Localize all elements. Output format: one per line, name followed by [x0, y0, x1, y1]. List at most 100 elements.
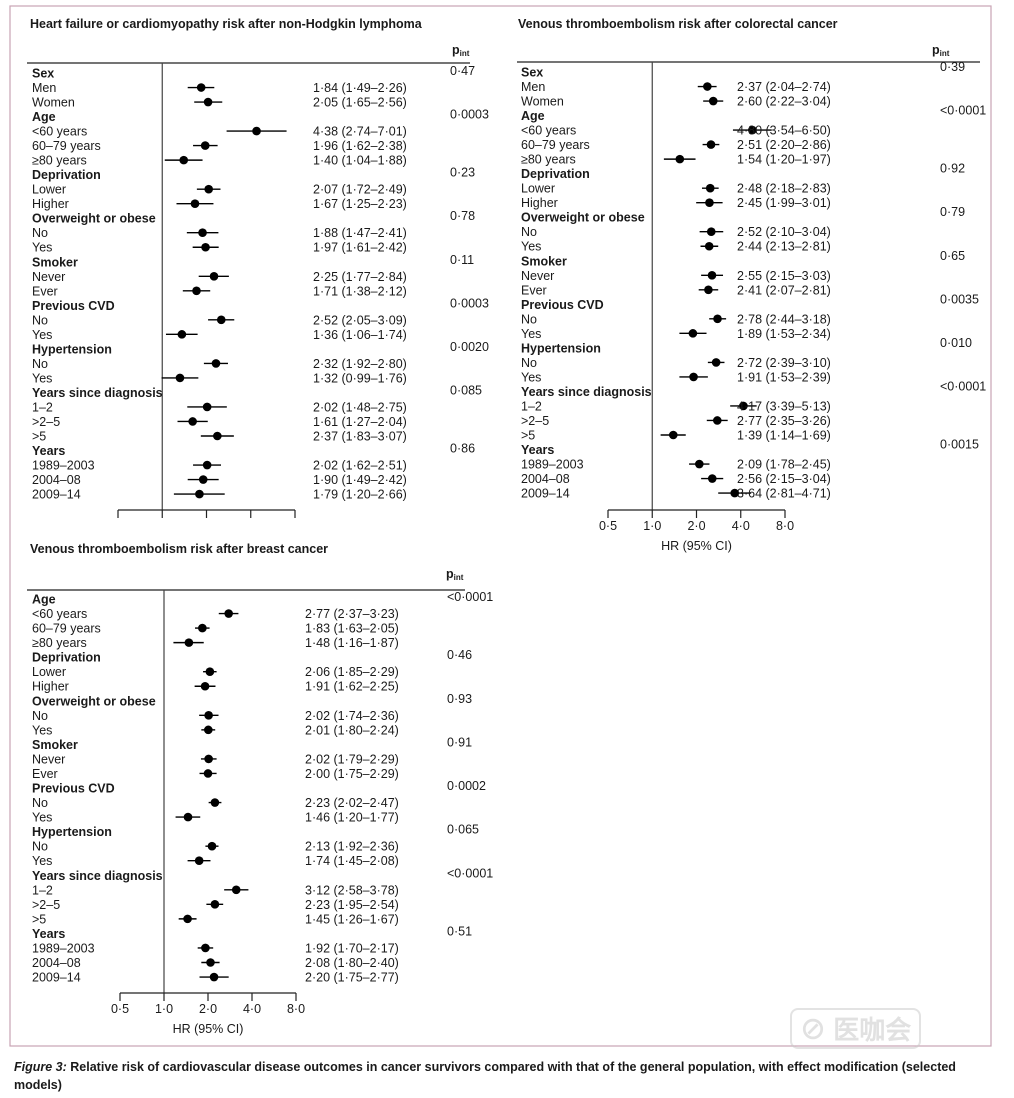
row-label: <60 years — [32, 125, 87, 139]
hr-point — [201, 242, 210, 252]
p-interaction-value: 0·23 — [450, 166, 475, 180]
p-interaction-value: 0·010 — [940, 336, 972, 350]
hr-ci-text: 4·80 (3·54–6·50) — [737, 124, 831, 138]
hr-ci-text: 2·02 (1·74–2·36) — [305, 709, 399, 723]
hr-ci-text: 1·36 (1·06–1·74) — [313, 328, 407, 342]
row-label: No — [32, 313, 48, 327]
hr-point — [201, 943, 210, 953]
hr-point — [224, 609, 233, 618]
hr-point — [668, 430, 678, 440]
hr-ci-text: 2·25 (1·77–2·84) — [313, 270, 407, 284]
row-label: Yes — [32, 241, 52, 255]
x-tick-label: 4·0 — [243, 1002, 261, 1016]
hr-ci-text: 4·38 (2·74–7·01) — [313, 125, 407, 139]
group-header: Smoker — [521, 254, 567, 268]
hr-ci-text: 1·40 (1·04–1·88) — [313, 154, 407, 168]
hr-point — [175, 373, 185, 383]
hr-point — [675, 154, 685, 164]
panel-title: Venous thromboembolism risk after breast… — [30, 542, 328, 556]
hr-ci-text: 1·54 (1·20–1·97) — [737, 153, 831, 167]
hr-point — [188, 417, 197, 426]
hr-ci-text: 2·51 (2·20–2·86) — [737, 138, 831, 152]
row-label: 1–2 — [32, 400, 53, 414]
hr-point — [705, 183, 715, 193]
p-interaction-header: pint — [932, 43, 950, 58]
hr-point — [192, 286, 201, 296]
hr-point — [202, 402, 212, 412]
group-header: Years — [32, 444, 65, 458]
hr-point — [198, 475, 208, 484]
row-label: 1–2 — [32, 883, 53, 897]
hr-point — [204, 711, 213, 720]
hr-point — [707, 474, 717, 483]
hr-point — [200, 681, 210, 691]
x-tick-label: 2·0 — [687, 519, 705, 533]
hr-ci-text: 2·45 (1·99–3·01) — [737, 196, 831, 210]
row-label: >5 — [32, 430, 46, 444]
hr-point — [688, 329, 698, 338]
row-label: Women — [521, 95, 564, 109]
hr-ci-text: 1·45 (1·26–1·67) — [305, 912, 399, 926]
group-header: Previous CVD — [32, 782, 115, 796]
p-interaction-value: 0·0002 — [447, 779, 486, 793]
panel-title: Venous thromboembolism risk after colore… — [518, 17, 838, 31]
hr-ci-text: 2·02 (1·79–2·29) — [305, 752, 399, 766]
p-interaction-value: 0·0003 — [450, 108, 489, 122]
hr-point — [210, 900, 220, 909]
group-header: Overweight or obese — [32, 212, 156, 226]
hr-ci-text: 2·02 (1·62–2·51) — [313, 459, 407, 473]
row-label: Men — [521, 80, 545, 94]
p-interaction-value: 0·93 — [447, 692, 472, 706]
group-header: Years since diagnosis — [32, 869, 163, 883]
hr-ci-text: 2·55 (2·15–3·03) — [737, 269, 831, 283]
group-header: Years since diagnosis — [521, 385, 652, 399]
hr-ci-text: 2·44 (2·13–2·81) — [737, 240, 831, 254]
hr-ci-text: 2·13 (1·92–2·36) — [305, 840, 399, 854]
row-label: Yes — [32, 371, 52, 385]
hr-ci-text: 1·91 (1·53–2·39) — [737, 370, 831, 384]
group-header: Years — [32, 927, 65, 941]
hr-point — [179, 155, 189, 165]
hr-point — [211, 359, 221, 368]
group-header: Sex — [521, 66, 543, 80]
p-interaction-value: 0·78 — [450, 209, 475, 223]
hr-ci-text: 1·74 (1·45–2·08) — [305, 854, 399, 868]
row-label: 1989–2003 — [521, 458, 584, 472]
hr-ci-text: 1·84 (1·49–2·26) — [313, 81, 407, 95]
hr-point — [712, 416, 722, 425]
row-label: Higher — [32, 197, 69, 211]
watermark-logo: ⊘ 医咖会 — [790, 1008, 922, 1049]
row-label: No — [32, 226, 48, 240]
row-label: Lower — [32, 183, 66, 197]
hr-point — [198, 623, 207, 633]
hr-point — [203, 97, 213, 107]
hr-ci-text: 2·32 (1·92–2·80) — [313, 357, 407, 371]
p-interaction-value: 0·65 — [940, 249, 965, 263]
row-label: Yes — [32, 723, 52, 737]
hr-ci-text: 1·79 (1·20–2·66) — [313, 488, 407, 502]
hr-point — [203, 769, 213, 778]
x-tick-label: 4·0 — [732, 519, 750, 533]
hr-point — [209, 972, 219, 982]
hr-point — [704, 285, 713, 295]
hr-ci-text: 1·92 (1·70–2·17) — [305, 941, 399, 955]
hr-point — [190, 199, 200, 208]
row-label: No — [521, 225, 537, 239]
hr-point — [183, 812, 193, 822]
hr-point — [183, 914, 192, 924]
hr-ci-text: 2·05 (1·65–2·56) — [313, 96, 407, 110]
row-label: Ever — [521, 283, 547, 297]
p-interaction-value: 0·0035 — [940, 292, 979, 306]
p-interaction-value: 0·11 — [450, 253, 474, 267]
hr-ci-text: 2·02 (1·48–2·75) — [313, 400, 407, 414]
p-interaction-header: pint — [446, 567, 464, 582]
row-label: 60–79 years — [32, 139, 101, 153]
row-label: >2–5 — [32, 415, 60, 429]
group-header: Previous CVD — [32, 299, 115, 313]
p-interaction-header: pint — [452, 43, 470, 58]
panel-title: Heart failure or cardiomyopathy risk aft… — [30, 17, 423, 31]
caption-text: Relative risk of cardiovascular disease … — [14, 1060, 956, 1092]
row-label: Women — [32, 96, 75, 110]
hr-point — [198, 228, 207, 238]
